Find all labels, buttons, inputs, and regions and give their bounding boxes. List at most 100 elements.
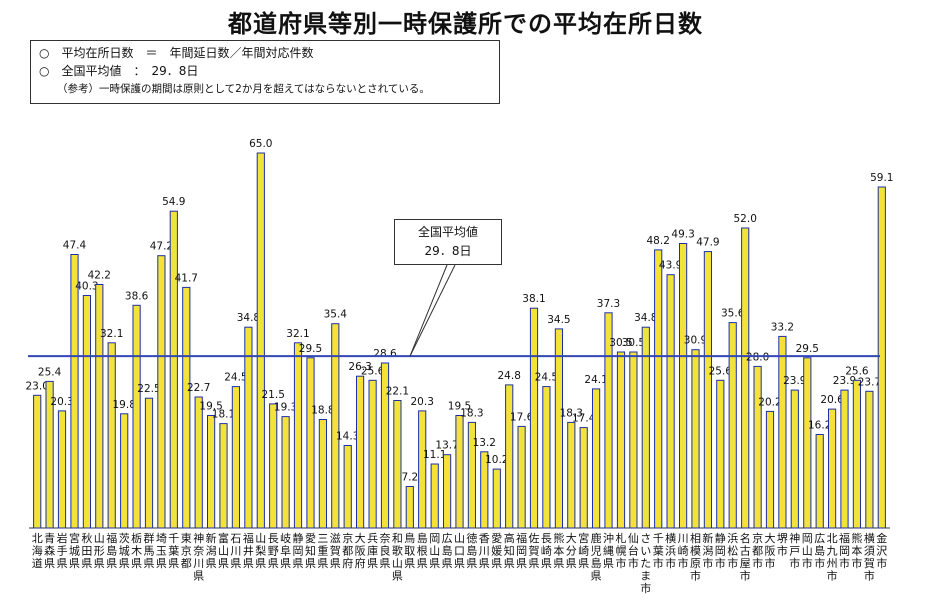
bar bbox=[343, 445, 352, 529]
category-label: 兵庫県 bbox=[367, 532, 378, 570]
bar bbox=[654, 249, 663, 529]
bar-value-label: 20.6 bbox=[820, 394, 844, 406]
category-label: 福岡県 bbox=[516, 531, 527, 570]
bar-value-label: 34.8 bbox=[634, 312, 657, 324]
bar-value-label: 23.0 bbox=[26, 380, 49, 392]
bar bbox=[418, 410, 427, 529]
category-label: 徳島県 bbox=[466, 532, 477, 570]
bar bbox=[244, 326, 253, 529]
category-label: 島根県 bbox=[417, 531, 428, 570]
category-label: 鹿児島県 bbox=[591, 531, 602, 583]
bar-value-label: 34.8 bbox=[237, 312, 260, 324]
bar-value-label: 20.3 bbox=[50, 396, 73, 408]
bar bbox=[45, 380, 54, 529]
bar bbox=[293, 342, 303, 529]
bar-value-label: 43.9 bbox=[659, 260, 682, 272]
bar-value-label: 23.9 bbox=[833, 375, 856, 387]
bar bbox=[641, 326, 650, 529]
callout-pointer bbox=[409, 264, 448, 357]
bar-value-label: 32.1 bbox=[100, 328, 123, 340]
bar bbox=[82, 295, 92, 529]
bar bbox=[716, 379, 725, 529]
bar-value-label: 21.5 bbox=[262, 389, 285, 401]
category-label: 高知県 bbox=[504, 531, 515, 570]
bar bbox=[443, 454, 452, 529]
bar bbox=[865, 390, 874, 529]
bar-value-label: 38.6 bbox=[125, 290, 149, 302]
bar bbox=[492, 468, 501, 529]
bar bbox=[542, 386, 551, 529]
bar-value-label: 14.3 bbox=[336, 431, 359, 443]
bar bbox=[629, 351, 638, 529]
bar bbox=[107, 342, 116, 529]
bar-value-label: 59.1 bbox=[870, 172, 893, 184]
info-box: ○ 平均在所日数 ＝ 年間延日数／年間対応件数 ○ 全国平均値 ： 29．8日 … bbox=[30, 40, 500, 104]
bar bbox=[157, 255, 166, 529]
category-label: 京都府 bbox=[342, 531, 353, 570]
bar-value-label: 25.6 bbox=[845, 365, 869, 377]
bar bbox=[256, 152, 265, 529]
bar-value-label: 23.7 bbox=[858, 376, 881, 388]
bar-value-label: 35.6 bbox=[721, 308, 745, 320]
bar-value-label: 29.5 bbox=[796, 343, 819, 355]
bar-value-label: 18.3 bbox=[460, 407, 483, 419]
bar-value-label: 13.2 bbox=[473, 437, 496, 449]
category-label: 新潟県 bbox=[206, 531, 217, 570]
category-label: 金沢市 bbox=[876, 531, 887, 570]
category-label: 千葉市 bbox=[653, 532, 664, 570]
bar-value-label: 25.6 bbox=[709, 365, 733, 377]
bar bbox=[616, 351, 626, 529]
bar bbox=[368, 379, 377, 529]
category-label: 山形県 bbox=[94, 532, 105, 570]
category-label: 長崎県 bbox=[541, 532, 552, 570]
category-label: 浜松市 bbox=[727, 532, 738, 570]
callout-label: 全国平均値 bbox=[417, 225, 478, 239]
bar-value-label: 23.9 bbox=[783, 375, 806, 387]
bar bbox=[505, 384, 514, 529]
bar bbox=[380, 362, 390, 529]
average-callout: 全国平均値 29．8日 bbox=[394, 219, 502, 265]
bar-value-label: 33.2 bbox=[771, 321, 794, 333]
category-label: 岡山市 bbox=[802, 532, 813, 570]
bar-value-label: 22.1 bbox=[386, 386, 409, 398]
category-label: 京都市 bbox=[752, 531, 763, 570]
bar-value-label: 19.8 bbox=[113, 399, 136, 411]
category-label: 相模原市 bbox=[690, 532, 701, 583]
bar-value-label: 20.2 bbox=[758, 396, 781, 408]
bar-value-label: 42.2 bbox=[88, 270, 111, 282]
category-label: 静岡県 bbox=[293, 531, 304, 570]
category-label: 川崎市 bbox=[678, 532, 689, 570]
bar bbox=[554, 328, 563, 529]
category-label: 滋賀県 bbox=[330, 532, 341, 570]
category-label: 北海道 bbox=[32, 532, 43, 570]
bar-value-label: 11.1 bbox=[423, 449, 446, 461]
bar-value-label: 38.1 bbox=[522, 293, 545, 305]
category-label: 福島県 bbox=[106, 531, 117, 570]
bar-value-label: 37.3 bbox=[597, 298, 620, 310]
bar-value-label: 19.5 bbox=[199, 401, 222, 413]
bar bbox=[803, 357, 812, 529]
bar-value-label: 29.5 bbox=[299, 343, 322, 355]
bar-value-label: 34.5 bbox=[547, 314, 570, 326]
category-label: 東京都 bbox=[181, 532, 192, 570]
bar bbox=[753, 365, 762, 529]
category-label: 鳥取県 bbox=[404, 531, 415, 570]
bar-value-label: 47.4 bbox=[63, 240, 87, 252]
bar-value-label: 18.8 bbox=[311, 405, 334, 417]
category-label: 大分県 bbox=[566, 531, 577, 570]
bar bbox=[877, 186, 886, 529]
bar-value-label: 30.9 bbox=[684, 335, 707, 347]
bar-value-label: 18.3 bbox=[560, 407, 583, 419]
category-label: 横浜市 bbox=[665, 531, 676, 570]
category-label: 愛知県 bbox=[305, 532, 316, 570]
category-label: 福岡市 bbox=[839, 531, 850, 570]
callout-pointer bbox=[409, 264, 456, 357]
bar-value-label: 52.0 bbox=[734, 213, 757, 225]
bar bbox=[815, 434, 824, 529]
category-label: 三重県 bbox=[317, 532, 328, 570]
bar-value-label: 24.5 bbox=[535, 372, 558, 384]
category-label: 富山県 bbox=[218, 531, 229, 570]
bar bbox=[765, 410, 775, 529]
bar-value-label: 48.2 bbox=[647, 235, 670, 247]
info-formula: ○ 平均在所日数 ＝ 年間延日数／年間対応件数 bbox=[39, 46, 314, 60]
